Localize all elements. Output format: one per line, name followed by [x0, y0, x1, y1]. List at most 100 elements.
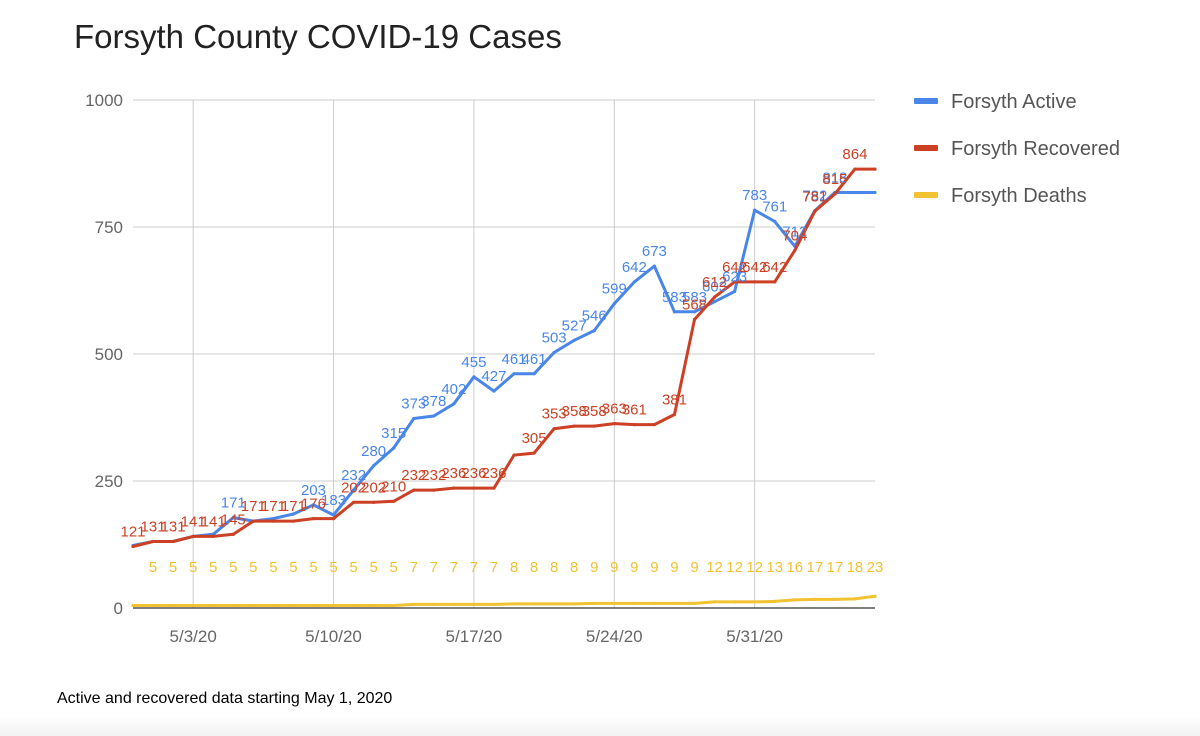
data-label-forsyth-recovered: 121 — [120, 524, 145, 541]
data-label-forsyth-deaths: 9 — [690, 559, 698, 576]
data-label-forsyth-active: 461 — [502, 351, 527, 368]
data-label-forsyth-recovered: 236 — [441, 465, 466, 482]
data-label-forsyth-recovered: 131 — [161, 518, 186, 535]
data-point-forsyth-deaths — [512, 602, 516, 606]
data-label-forsyth-deaths: 5 — [369, 559, 377, 576]
data-point-forsyth-recovered — [331, 516, 336, 521]
data-point-forsyth-recovered — [813, 209, 817, 213]
data-point-forsyth-deaths — [211, 603, 215, 608]
data-point-forsyth-deaths — [692, 601, 697, 606]
y-tick-label: 0 — [114, 599, 123, 618]
data-label-forsyth-active: 583 — [682, 289, 707, 306]
data-label-forsyth-recovered: 131 — [141, 518, 166, 535]
data-label-forsyth-active: 712 — [782, 223, 807, 240]
legend-swatch-forsyth-recovered — [914, 145, 938, 151]
data-point-forsyth-recovered — [773, 280, 777, 284]
grid-lines — [133, 99, 875, 608]
data-point-forsyth-active — [592, 329, 596, 333]
data-label-forsyth-recovered: 202 — [341, 479, 366, 496]
data-label-forsyth-deaths: 7 — [430, 559, 438, 576]
data-label-forsyth-deaths: 5 — [229, 559, 237, 576]
data-point-forsyth-active — [873, 190, 877, 195]
data-point-forsyth-recovered — [392, 499, 396, 503]
data-label-forsyth-active: 583 — [662, 289, 687, 306]
data-point-forsyth-deaths — [271, 603, 275, 608]
data-point-forsyth-active — [692, 310, 697, 314]
data-point-forsyth-recovered — [231, 532, 235, 536]
data-point-forsyth-deaths — [853, 597, 857, 601]
data-point-forsyth-deaths — [552, 602, 556, 606]
data-point-forsyth-active — [632, 280, 636, 284]
data-point-forsyth-deaths — [291, 603, 296, 608]
data-label-forsyth-deaths: 23 — [867, 559, 884, 576]
data-label-forsyth-active: 427 — [481, 368, 506, 385]
x-tick-label: 5/31/20 — [726, 627, 783, 646]
data-label-forsyth-recovered: 642 — [762, 259, 787, 276]
data-label-forsyth-active: 232 — [341, 467, 366, 484]
data-point-forsyth-recovered — [412, 488, 416, 492]
data-point-forsyth-recovered — [572, 424, 576, 428]
data-point-forsyth-deaths — [773, 599, 777, 603]
data-label-forsyth-active: 171 — [221, 495, 246, 512]
data-label-forsyth-deaths: 12 — [746, 559, 763, 576]
data-point-forsyth-deaths — [612, 601, 616, 606]
data-point-forsyth-active — [331, 513, 336, 517]
data-label-forsyth-deaths: 5 — [349, 559, 357, 576]
data-point-forsyth-deaths — [592, 601, 596, 606]
data-point-forsyth-deaths — [632, 601, 636, 606]
data-label-forsyth-active: 546 — [582, 308, 607, 325]
axes: 0 250 500 750 1000 5/3/20 5/10/20 5/17/20 5/24/2… — [85, 91, 875, 646]
data-label-forsyth-active: 503 — [542, 329, 567, 346]
data-point-forsyth-recovered — [793, 248, 797, 252]
x-tick-label: 5/3/20 — [170, 627, 217, 646]
data-label-forsyth-active: 203 — [301, 482, 326, 499]
data-point-forsyth-recovered — [271, 519, 275, 523]
data-point-forsyth-recovered — [351, 500, 356, 504]
data-point-forsyth-recovered — [291, 519, 296, 523]
data-label-forsyth-active: 783 — [742, 187, 767, 204]
legend: Forsyth Active Forsyth Recovered Forsyth D… — [914, 91, 1120, 207]
data-label-forsyth-recovered: 305 — [522, 430, 547, 447]
legend-label-forsyth-recovered: Forsyth Recovered — [951, 138, 1120, 160]
data-label-forsyth-recovered: 141 — [181, 513, 206, 530]
data-point-forsyth-deaths — [311, 603, 316, 608]
data-label-forsyth-recovered: 171 — [261, 498, 286, 515]
data-label-forsyth-active: 527 — [562, 317, 587, 334]
data-point-forsyth-deaths — [412, 602, 416, 607]
data-label-forsyth-deaths: 9 — [670, 559, 678, 576]
data-point-forsyth-active — [572, 338, 576, 342]
data-label-forsyth-deaths: 5 — [309, 559, 317, 576]
data-point-forsyth-active — [612, 302, 616, 306]
data-point-forsyth-recovered — [733, 280, 737, 284]
data-label-forsyth-active: 183 — [321, 492, 346, 509]
data-point-forsyth-active — [231, 515, 235, 520]
data-label-forsyth-deaths: 5 — [209, 559, 217, 576]
data-label-forsyth-active: 378 — [421, 393, 446, 410]
data-point-forsyth-deaths — [712, 600, 717, 604]
data-point-forsyth-active — [271, 516, 275, 521]
data-point-forsyth-recovered — [652, 423, 657, 427]
data-point-forsyth-recovered — [853, 167, 857, 171]
data-label-forsyth-recovered: 141 — [201, 513, 226, 530]
data-point-forsyth-recovered — [692, 317, 697, 322]
data-point-forsyth-deaths — [432, 602, 436, 607]
data-point-forsyth-recovered — [632, 423, 636, 427]
data-label-forsyth-active: 761 — [762, 198, 787, 215]
data-point-forsyth-recovered — [372, 500, 376, 504]
data-point-forsyth-deaths — [652, 601, 657, 606]
data-label-forsyth-deaths: 7 — [450, 559, 458, 576]
data-point-forsyth-active — [432, 414, 436, 418]
data-label-forsyth-deaths: 8 — [530, 559, 538, 576]
data-point-forsyth-recovered — [311, 516, 316, 521]
data-point-forsyth-active — [733, 289, 737, 294]
data-label-forsyth-recovered: 210 — [381, 478, 406, 495]
data-point-forsyth-active — [291, 512, 296, 516]
data-label-forsyth-deaths: 5 — [329, 559, 337, 576]
data-label-forsyth-recovered: 202 — [361, 479, 386, 496]
data-point-forsyth-active — [652, 264, 657, 268]
data-label-forsyth-recovered: 642 — [722, 259, 747, 276]
data-point-forsyth-recovered — [512, 453, 516, 457]
data-point-forsyth-recovered — [753, 280, 757, 284]
data-point-forsyth-active — [472, 375, 476, 379]
